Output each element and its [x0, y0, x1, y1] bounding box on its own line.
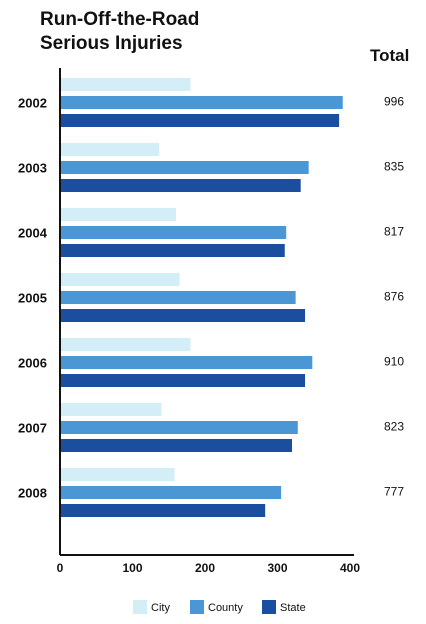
year-label-2007: 2007 — [18, 421, 47, 436]
legend: City County State — [133, 600, 306, 614]
legend-swatch-city — [133, 600, 147, 614]
x-tick-label-300: 300 — [267, 561, 287, 575]
total-value-2005: 876 — [384, 290, 404, 304]
x-tick-label-100: 100 — [122, 561, 142, 575]
total-value-2007: 823 — [384, 420, 404, 434]
bar-county-2003 — [60, 161, 309, 174]
year-label-2005: 2005 — [18, 291, 47, 306]
x-tick-label-200: 200 — [195, 561, 215, 575]
bar-city-2008 — [60, 468, 175, 481]
total-labels-group: 996 835 817 876 910 823 777 — [384, 95, 404, 499]
bar-state-2006 — [60, 374, 306, 387]
total-value-2002: 996 — [384, 95, 404, 109]
bar-city-2006 — [60, 338, 191, 351]
year-label-2002: 2002 — [18, 96, 47, 111]
bar-state-2005 — [60, 309, 306, 322]
bar-county-2005 — [60, 291, 296, 304]
legend-label-county: County — [208, 602, 243, 614]
bars-group — [60, 78, 343, 517]
x-axis-ticks-group: 0 100 200 300 400 — [57, 561, 361, 575]
bar-state-2007 — [60, 439, 292, 452]
bar-city-2005 — [60, 273, 180, 286]
bar-county-2007 — [60, 421, 298, 434]
x-tick-label-400: 400 — [340, 561, 360, 575]
year-label-2004: 2004 — [18, 226, 48, 241]
year-label-2006: 2006 — [18, 356, 47, 371]
legend-label-city: City — [151, 602, 170, 614]
chart-title-line-2: Serious Injuries — [40, 33, 183, 54]
legend-swatch-state — [262, 600, 276, 614]
bar-city-2002 — [60, 78, 191, 91]
bar-city-2004 — [60, 208, 176, 221]
legend-label-state: State — [280, 602, 306, 614]
total-value-2008: 777 — [384, 485, 404, 499]
bar-city-2007 — [60, 403, 162, 416]
year-labels-group: 2002 2003 2004 2005 2006 2007 2008 — [18, 96, 48, 501]
bar-state-2002 — [60, 114, 340, 127]
bar-county-2006 — [60, 356, 313, 369]
bar-county-2004 — [60, 226, 287, 239]
legend-swatch-county — [190, 600, 204, 614]
x-tick-label-0: 0 — [57, 561, 64, 575]
bar-state-2004 — [60, 244, 285, 257]
total-value-2006: 910 — [384, 355, 404, 369]
bar-county-2002 — [60, 96, 343, 109]
total-value-2003: 835 — [384, 160, 404, 174]
bar-state-2003 — [60, 179, 301, 192]
total-value-2004: 817 — [384, 225, 404, 239]
year-label-2003: 2003 — [18, 161, 47, 176]
bar-city-2003 — [60, 143, 160, 156]
chart-title-line-1: Run-Off-the-Road — [40, 9, 200, 30]
chart-title: Run-Off-the-Road Serious Injuries — [40, 8, 199, 56]
year-label-2008: 2008 — [18, 486, 47, 501]
bar-state-2008 — [60, 504, 266, 517]
total-column-header: Total — [370, 46, 410, 65]
bar-county-2008 — [60, 486, 282, 499]
